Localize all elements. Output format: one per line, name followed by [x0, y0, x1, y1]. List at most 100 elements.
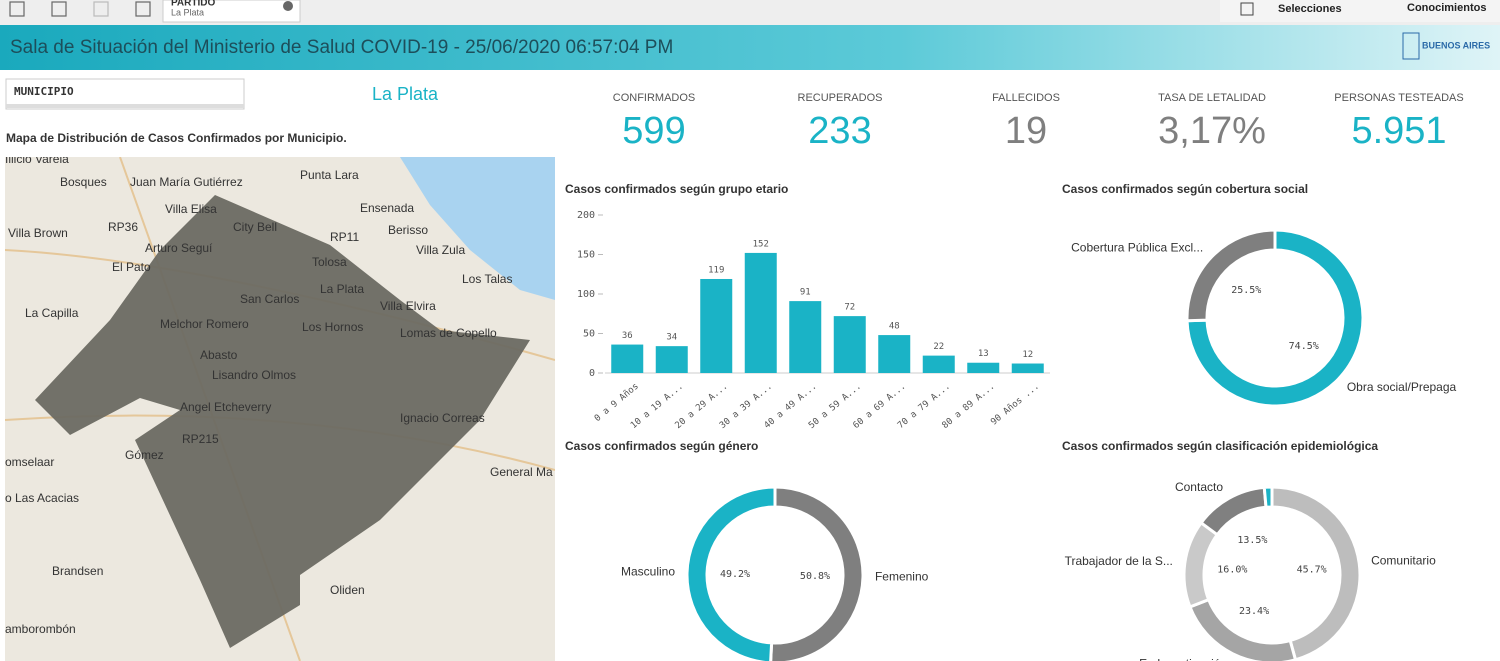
- chip-clear[interactable]: [283, 1, 293, 11]
- municipality-area[interactable]: [35, 195, 530, 648]
- kpi-label: RECUPERADOS: [798, 92, 883, 104]
- place-label: Los Talas: [462, 272, 512, 286]
- segment-label: Obra social/Prepaga: [1347, 380, 1457, 394]
- donut-segment: [1199, 485, 1268, 537]
- tool-icon[interactable]: [9, 1, 25, 17]
- data-label: 34: [666, 333, 677, 343]
- place-label: amborombón: [5, 622, 76, 636]
- bar: [611, 344, 644, 373]
- donut-segment: [1182, 520, 1220, 609]
- y-tick-label: 50: [583, 329, 595, 340]
- place-label: o Las Acacias: [5, 491, 79, 505]
- kpi-value: 3,17%: [1158, 110, 1266, 152]
- segment-label: En Investigación: [1139, 657, 1227, 661]
- road-label: RP215: [182, 432, 219, 446]
- logo-mark: [1402, 32, 1420, 60]
- chart-title: Casos confirmados según cobertura social: [1062, 182, 1308, 196]
- kpi-value: 233: [808, 110, 871, 152]
- place-label: El Pato: [112, 260, 151, 274]
- segment-label: Comunitario: [1371, 554, 1436, 568]
- bar: [833, 316, 866, 373]
- segment-label: Masculino: [621, 565, 675, 579]
- bar: [655, 346, 688, 373]
- place-label: Arturo Seguí: [145, 241, 213, 255]
- value-label: 25.5%: [1231, 285, 1261, 296]
- place-label: Abasto: [200, 348, 238, 362]
- data-label: 72: [844, 303, 855, 313]
- road-label: RP36: [108, 220, 138, 234]
- header-title: Sala de Situación del Ministerio de Salu…: [10, 37, 673, 58]
- kpi-value: 19: [1005, 110, 1047, 152]
- bar: [789, 301, 822, 373]
- segment-label: Femenino: [875, 570, 929, 584]
- kpi-label: CONFIRMADOS: [613, 92, 696, 104]
- y-tick-label: 150: [577, 250, 595, 261]
- bar: [878, 335, 911, 373]
- place-label: Tolosa: [312, 255, 347, 269]
- filter-bar: [6, 104, 244, 108]
- insights-button[interactable]: Conocimientos: [1407, 2, 1486, 14]
- map: Illicio Varela Bosques Juan María Gutiér…: [5, 152, 555, 661]
- chart-title: Casos confirmados según género: [565, 439, 758, 453]
- donut-segment: [685, 485, 777, 661]
- value-label: 74.5%: [1289, 341, 1319, 352]
- donut-segment: [1185, 228, 1277, 323]
- kpi-value: 5.951: [1351, 110, 1446, 152]
- bar: [700, 278, 733, 373]
- map-water: [400, 157, 555, 300]
- data-label: 48: [889, 322, 900, 332]
- tool-icon[interactable]: [51, 1, 67, 17]
- data-label: 13: [978, 349, 989, 359]
- place-label: La Plata: [320, 282, 364, 296]
- place-label: City Bell: [233, 220, 277, 234]
- donut-segment: [1185, 228, 1365, 408]
- data-label: 36: [622, 331, 633, 341]
- selections-icon: [1240, 2, 1254, 16]
- x-tick-label: 90 Años ...: [989, 382, 1041, 428]
- bar: [922, 355, 955, 373]
- kpi-label: TASA DE LETALIDAD: [1158, 92, 1266, 104]
- donut-segment: [769, 485, 865, 661]
- place-label: Angel Etcheverry: [180, 400, 271, 414]
- segment-label: Cobertura Pública Excl...: [1071, 241, 1203, 255]
- place-label: omselaar: [5, 455, 54, 469]
- chart-title: Casos confirmados según clasificación ep…: [1062, 439, 1378, 453]
- value-label: 49.2%: [720, 569, 750, 580]
- x-tick-label: 0 a 9 Años: [593, 382, 641, 424]
- tool-icon[interactable]: [93, 1, 109, 17]
- value-label: 23.4%: [1239, 606, 1269, 617]
- map-title: Mapa de Distribución de Casos Confirmado…: [6, 131, 347, 145]
- toolbar-icons: [9, 1, 151, 17]
- kpi-label: FALLECIDOS: [992, 92, 1060, 104]
- place-label: Punta Lara: [300, 168, 359, 182]
- bar: [1011, 363, 1044, 373]
- data-label: 119: [708, 265, 724, 275]
- header-bar: [0, 25, 1500, 70]
- data-label: 22: [933, 342, 944, 352]
- place-label: Villa Elvira: [380, 299, 436, 313]
- segment-label: Trabajador de la S...: [1065, 554, 1173, 568]
- place-label: Illicio Varela: [5, 152, 69, 166]
- place-label: Oliden: [330, 583, 365, 597]
- chip-field: PARTIDO: [171, 0, 215, 9]
- place-label: General Ma: [490, 465, 553, 479]
- selections-button[interactable]: Selecciones: [1278, 3, 1342, 15]
- logo-text: BUENOS AIRES: [1422, 40, 1490, 50]
- place-label: La Capilla: [25, 306, 79, 320]
- place-label: Ignacio Correas: [400, 411, 485, 425]
- data-label: 152: [753, 239, 769, 249]
- selection-chip[interactable]: [162, 0, 301, 23]
- y-tick-label: 200: [577, 210, 595, 221]
- place-label: Villa Elisa: [165, 202, 217, 216]
- tool-icon[interactable]: [135, 1, 151, 17]
- place-label: Ensenada: [360, 201, 414, 215]
- place-label: Melchor Romero: [160, 317, 249, 331]
- y-tick-label: 0: [589, 368, 595, 379]
- place-label: Villa Brown: [8, 226, 68, 240]
- value-label: 45.7%: [1297, 565, 1327, 576]
- place-label: Villa Zula: [416, 243, 465, 257]
- filter-label: MUNICIPIO: [14, 85, 74, 98]
- data-label: 91: [800, 288, 811, 298]
